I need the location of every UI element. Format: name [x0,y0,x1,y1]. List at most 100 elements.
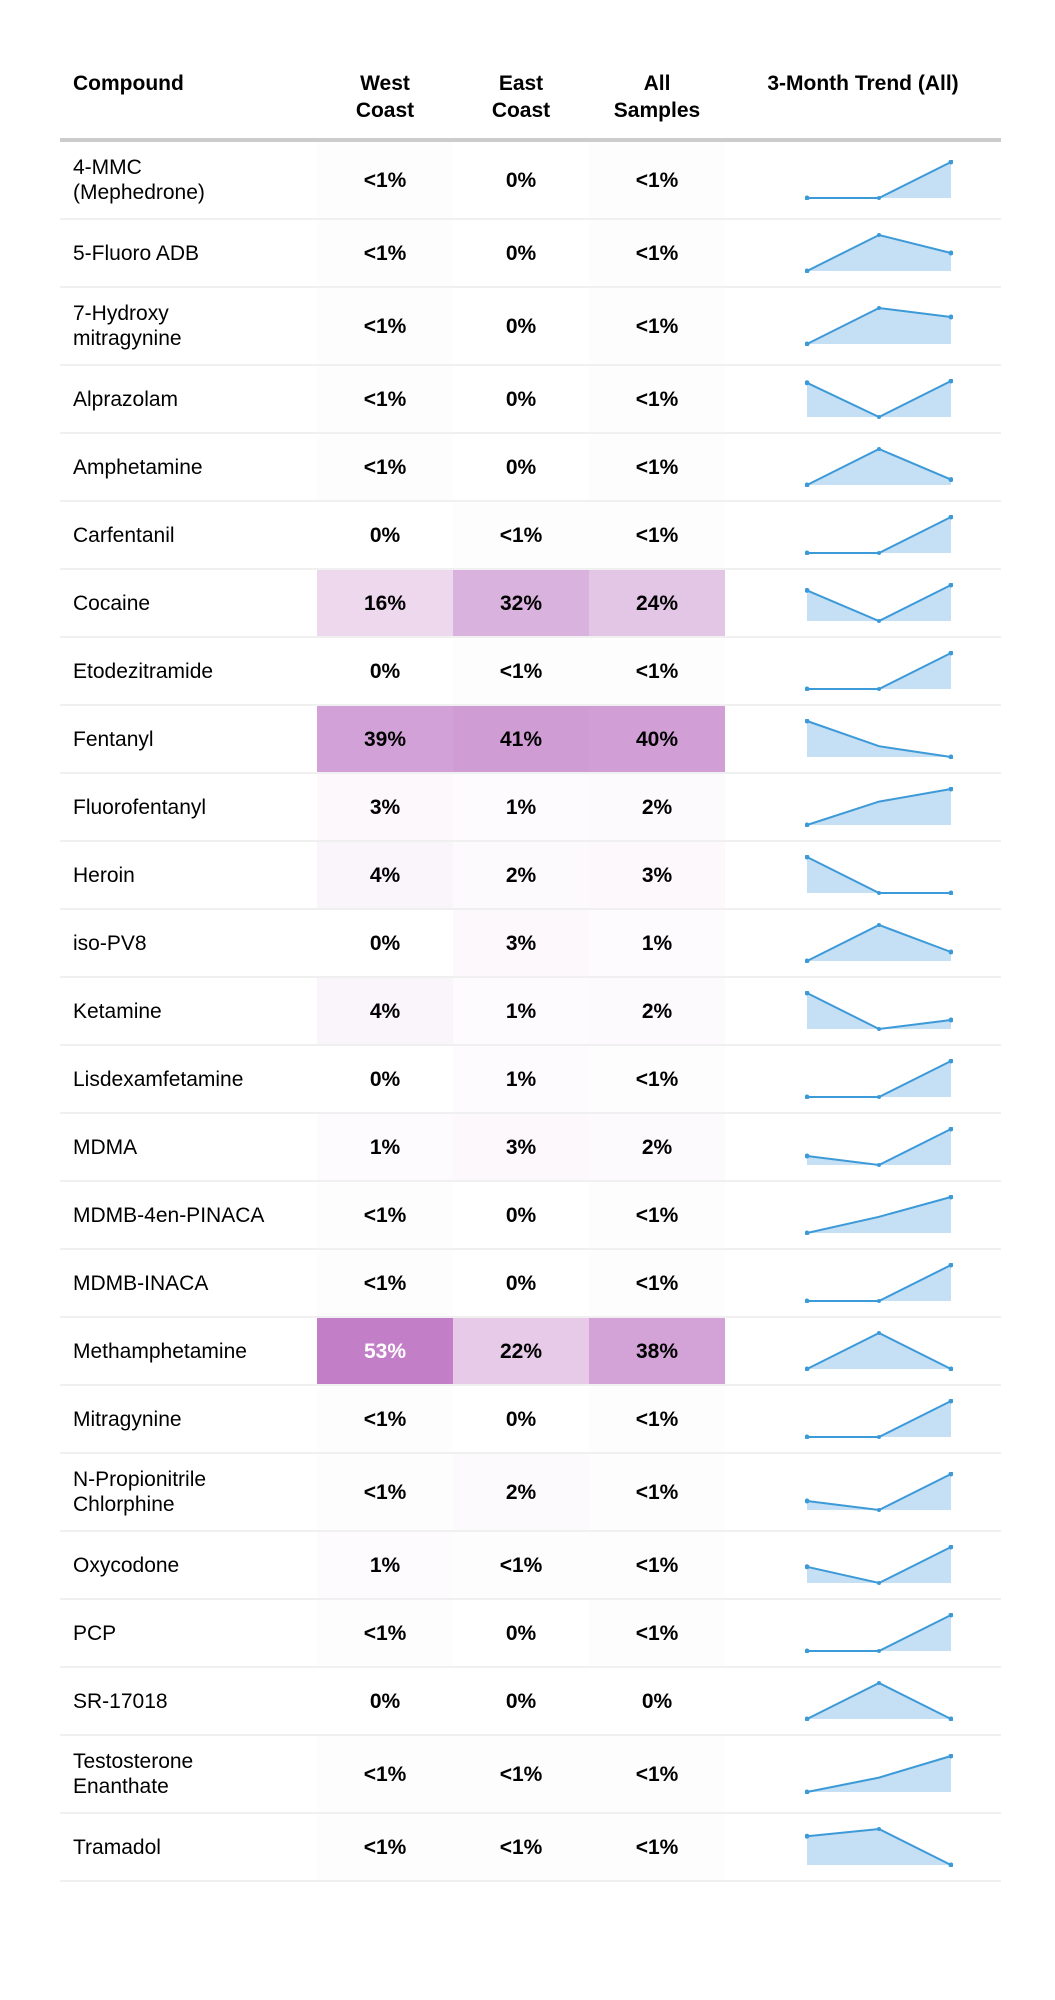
sparkline-point [877,306,881,310]
header-west-coast[interactable]: West Coast [317,60,453,142]
cell-west: 0% [317,1045,453,1114]
sparkline-line [806,1196,952,1234]
sparkline-point [948,1472,953,1477]
sparkline-point [877,1027,881,1031]
table-row: 4-MMC (Mephedrone) <1% 0% <1% [60,140,1001,220]
sparkline-point [805,1366,810,1371]
sparkline [805,1195,953,1235]
trend-cell [725,1667,1001,1736]
cell-all: <1% [589,1249,725,1318]
trend-cell [725,433,1001,502]
cell-west: 4% [317,841,453,910]
sparkline-point [948,1754,953,1759]
table-row: Fluorofentanyl 3% 1% 2% [60,773,1001,842]
sparkline [805,1681,953,1721]
cell-east: <1% [453,1735,589,1814]
cell-east: 1% [453,1045,589,1114]
sparkline-point [805,341,810,346]
sparkline [805,1472,953,1512]
sparkline-point [948,477,953,483]
cell-west: 16% [317,569,453,638]
cell-all: 2% [589,977,725,1046]
table-row: Carfentanil 0% <1% <1% [60,501,1001,570]
sparkline-area [807,1061,951,1097]
sparkline-area [807,308,951,344]
sparkline-point [877,1581,881,1585]
compound-name: Fentanyl [60,705,317,774]
cell-west: <1% [317,433,453,502]
cell-west: 3% [317,773,453,842]
header-all-samples[interactable]: All Samples [589,60,725,142]
cell-west: <1% [317,140,453,220]
cell-west: <1% [317,287,453,366]
table-row: Cocaine 16% 32% 24% [60,569,1001,638]
header-compound[interactable]: Compound [60,60,317,142]
sparkline-point [805,550,810,555]
sparkline-area [807,1615,951,1651]
cell-west: 53% [317,1317,453,1386]
cell-all: 2% [589,773,725,842]
sparkline-point [948,651,953,656]
cell-east: <1% [453,637,589,706]
trend-cell [725,773,1001,842]
cell-east: <1% [453,1813,589,1882]
cell-west: 0% [317,501,453,570]
sparkline-point [948,515,953,520]
compound-name: Fluorofentanyl [60,773,317,842]
sparkline-point [805,855,810,860]
trend-cell [725,909,1001,978]
sparkline-point [877,1508,881,1512]
sparkline-area [807,235,951,271]
cell-all: <1% [589,1453,725,1532]
sparkline-area [807,1829,951,1865]
sparkline [805,1263,953,1303]
sparkline [805,1754,953,1794]
sparkline-point [877,687,881,691]
sparkline-area [807,585,951,621]
sparkline [805,719,953,759]
sparkline-point [805,587,810,593]
sparkline [805,651,953,691]
compound-name: Cocaine [60,569,317,638]
sparkline-point [877,891,881,895]
sparkline-area [807,1333,951,1369]
table-row: Alprazolam <1% 0% <1% [60,365,1001,434]
compound-name: Methamphetamine [60,1317,317,1386]
sparkline-area [807,1129,951,1165]
cell-all: <1% [589,365,725,434]
sparkline [805,583,953,623]
cell-east: 32% [453,569,589,638]
cell-east: 2% [453,1453,589,1532]
sparkline [805,233,953,273]
sparkline-point [805,1789,810,1794]
header-east-coast[interactable]: East Coast [453,60,589,142]
sparkline-point [805,991,810,996]
sparkline-point [805,380,810,386]
compound-name: Heroin [60,841,317,910]
cell-east: 0% [453,140,589,220]
cell-east: 3% [453,1113,589,1182]
sparkline-point [805,686,810,691]
sparkline [805,1127,953,1167]
sparkline-point [948,1195,953,1200]
sparkline-point [805,1298,810,1303]
cell-east: 0% [453,1599,589,1668]
cell-east: 22% [453,1317,589,1386]
sparkline [805,1059,953,1099]
compound-name: 5-Fluoro ADB [60,219,317,288]
sparkline-line [806,720,952,758]
sparkline [805,1613,953,1653]
cell-east: <1% [453,501,589,570]
sparkline-area [807,162,951,198]
compound-name: Carfentanil [60,501,317,570]
trend-cell [725,977,1001,1046]
trend-cell [725,1453,1001,1532]
cell-west: <1% [317,1453,453,1532]
sparkline-point [805,1434,810,1439]
trend-cell [725,841,1001,910]
sparkline-point [948,1017,953,1023]
header-row: Compound West Coast East Coast All Samples … [60,60,1001,142]
cell-all: <1% [589,1181,725,1250]
cell-west: <1% [317,1735,453,1814]
sparkline-point [805,1153,810,1159]
